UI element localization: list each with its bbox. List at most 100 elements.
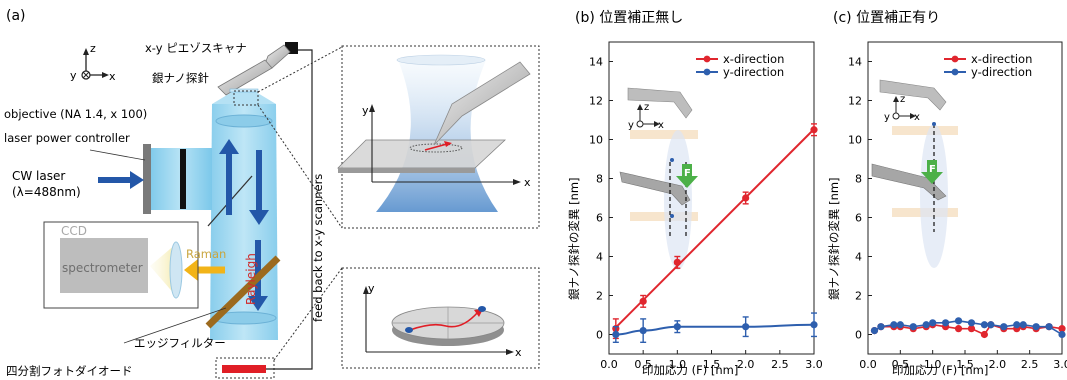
c-xtick-label: 2.0 bbox=[989, 358, 1007, 371]
b-series-0-point bbox=[639, 297, 647, 305]
c-legend-marker bbox=[951, 55, 959, 63]
b-ytick-label: 10 bbox=[589, 134, 603, 147]
svg-text:F: F bbox=[929, 164, 936, 175]
svg-text:z: z bbox=[90, 42, 96, 55]
svg-text:z: z bbox=[644, 102, 649, 113]
b-series-1-point bbox=[673, 323, 681, 331]
inset-tip-focus: y x bbox=[337, 45, 540, 229]
c-ytick-label: 2 bbox=[855, 290, 862, 303]
svg-text:z: z bbox=[900, 94, 905, 105]
svg-text:y: y bbox=[628, 120, 634, 131]
svg-text:y: y bbox=[884, 112, 890, 123]
chart-c-xlabel: 印加応力 (F) [nm] bbox=[892, 363, 988, 377]
c-ytick-label: 4 bbox=[855, 251, 862, 264]
inset-photodiode: y x bbox=[341, 267, 540, 369]
c-series-1-point bbox=[922, 321, 930, 329]
c-series-1-point bbox=[1032, 323, 1040, 331]
b-series-0-point bbox=[742, 194, 750, 202]
laser-power-controller bbox=[143, 144, 151, 214]
cw-laser-wavelength: (λ=488nm) bbox=[12, 185, 81, 199]
c-series-1-point bbox=[980, 321, 989, 329]
c-series-1-point bbox=[870, 327, 879, 335]
c-legend-label: y-direction bbox=[971, 65, 1032, 79]
c-xtick-label: 0.0 bbox=[859, 358, 877, 371]
svg-text:y: y bbox=[70, 69, 77, 82]
svg-text:x: x bbox=[515, 346, 522, 359]
feedback-line bbox=[266, 49, 313, 370]
laser-power-label: laser power controller bbox=[4, 131, 130, 145]
c-series-0-point bbox=[967, 325, 976, 333]
b-series-0-point bbox=[673, 258, 681, 266]
c-legend-label: x-direction bbox=[971, 52, 1032, 66]
c-legend-marker bbox=[951, 68, 959, 76]
c-series-1-point bbox=[877, 323, 885, 331]
chart-b-inset: F z y x bbox=[619, 87, 698, 270]
b-ytick-label: 14 bbox=[589, 56, 603, 69]
quadrant-photodiode bbox=[222, 365, 266, 373]
spectrometer-frame bbox=[43, 221, 199, 309]
b-ytick-label: 12 bbox=[589, 95, 603, 108]
b-series-1-point bbox=[639, 327, 647, 335]
b-series-1-point bbox=[612, 330, 620, 339]
b-xtick-label: 3.0 bbox=[805, 358, 823, 371]
b-series-0-point bbox=[810, 126, 818, 134]
chart-c-inset: F z y x bbox=[871, 79, 958, 268]
c-series-0-point bbox=[1058, 325, 1066, 333]
chart-b-xlabel: 印加応力 (F) [nm] bbox=[642, 363, 738, 377]
svg-text:x: x bbox=[109, 70, 116, 83]
objective-lens bbox=[215, 114, 273, 128]
b-ytick-label: 6 bbox=[596, 212, 603, 225]
edge-filter-label: エッジフィルター bbox=[134, 336, 226, 350]
b-legend-marker bbox=[703, 68, 711, 76]
spectrometer-lens bbox=[169, 241, 183, 299]
svg-text:x: x bbox=[524, 176, 531, 189]
c-ytick-label: 14 bbox=[848, 56, 862, 69]
chart-c-title: (c) 位置補正有り bbox=[833, 10, 940, 26]
b-xtick-label: 1.5 bbox=[703, 358, 721, 371]
tip-region-box bbox=[233, 90, 259, 106]
b-ytick-label: 4 bbox=[596, 251, 603, 264]
b-series-1-point bbox=[810, 321, 818, 329]
c-series-0-point bbox=[954, 325, 963, 333]
cw-laser-label: CW laser bbox=[12, 169, 65, 183]
b-xtick-label: 2.5 bbox=[771, 358, 789, 371]
c-xtick-label: 1.0 bbox=[924, 358, 942, 371]
c-series-1-point bbox=[890, 321, 898, 329]
rayleigh-label: Rayleigh bbox=[244, 253, 258, 305]
c-series-0-point bbox=[980, 330, 989, 339]
svg-text:x: x bbox=[914, 112, 920, 123]
c-xtick-label: 3.0 bbox=[1053, 358, 1067, 371]
c-series-1-point bbox=[1019, 321, 1027, 329]
b-ytick-label: 0 bbox=[596, 329, 603, 342]
chart-c: (c) 位置補正有り F z y x 0 2 4 6 8 10 12 14 0.0 0.5 1.0 1… bbox=[827, 10, 1067, 377]
coordinate-axes: z y x bbox=[70, 42, 116, 83]
photodiode-label: 四分割フォトダイオード bbox=[6, 364, 133, 378]
chart-b: (b) 位置補正無し F z y x 0 2 4 6 8 10 12 14 0.0 0.5 1.0 1… bbox=[567, 10, 823, 377]
svg-text:y: y bbox=[368, 282, 375, 295]
b-ytick-label: 8 bbox=[596, 173, 603, 186]
ccd-label: CCD bbox=[61, 224, 87, 238]
scanner-label: x-y ピエゾスキャナ bbox=[145, 41, 247, 55]
spectrometer-label: spectrometer bbox=[62, 261, 143, 275]
b-legend-marker bbox=[703, 55, 711, 63]
c-xtick-label: 2.5 bbox=[1021, 358, 1039, 371]
c-xtick-label: 0.5 bbox=[892, 358, 910, 371]
aperture bbox=[180, 149, 186, 209]
panel-a-schematic: (a) z y x x-y ピエゾスキャナ 銀ナノ探針 bbox=[4, 8, 540, 379]
svg-text:y: y bbox=[362, 104, 369, 117]
b-ytick-label: 2 bbox=[596, 290, 603, 303]
c-series-1-point bbox=[1045, 323, 1053, 331]
b-legend-label: x-direction bbox=[723, 52, 784, 66]
c-ytick-label: 0 bbox=[855, 329, 862, 342]
tip-arm bbox=[217, 59, 273, 96]
c-series-1-point bbox=[1000, 323, 1008, 331]
c-series-1-point bbox=[896, 321, 904, 329]
c-series-1-point bbox=[942, 319, 950, 327]
chart-b-title: (b) 位置補正無し bbox=[575, 10, 683, 26]
raman-label: Raman bbox=[186, 247, 226, 261]
b-series-1-point bbox=[742, 323, 750, 331]
tip-label: 銀ナノ探針 bbox=[152, 71, 209, 85]
c-series-1-point bbox=[967, 319, 976, 327]
b-xtick-label: 1.0 bbox=[669, 358, 687, 371]
beam-arrows bbox=[98, 139, 269, 311]
